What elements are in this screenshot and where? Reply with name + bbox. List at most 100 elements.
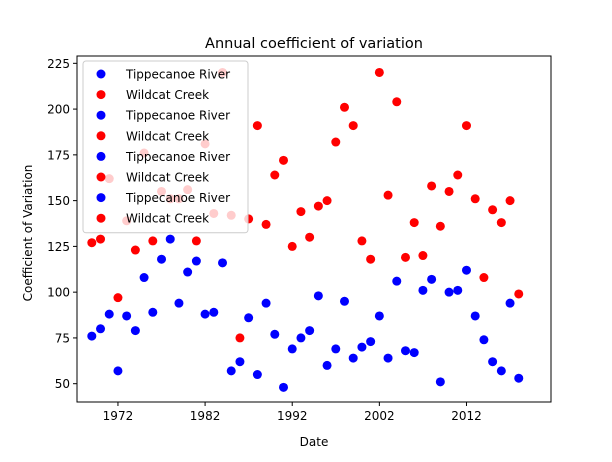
legend-marker xyxy=(96,151,106,161)
tippecanoe-river-point xyxy=(374,311,384,321)
wildcat-creek-point xyxy=(488,205,498,215)
tippecanoe-river-point xyxy=(104,309,114,319)
tippecanoe-river-point xyxy=(366,337,376,347)
y-tick-label: 75 xyxy=(55,331,70,345)
wildcat-creek-point xyxy=(470,194,480,204)
legend: Tippecanoe River Wildcat Creek Tippecanoe … xyxy=(82,60,249,234)
wildcat-creek-point xyxy=(113,293,123,303)
wildcat-creek-point xyxy=(252,121,262,131)
tippecanoe-river-point xyxy=(218,258,228,268)
wildcat-creek-point xyxy=(435,221,445,231)
wildcat-creek-point xyxy=(418,251,428,261)
tippecanoe-river-point xyxy=(226,366,236,376)
legend-marker xyxy=(96,172,106,182)
tippecanoe-river-point xyxy=(261,298,271,308)
wildcat-creek-point xyxy=(96,234,106,244)
tippecanoe-river-point xyxy=(209,307,219,317)
legend-box xyxy=(82,60,249,234)
wildcat-creek-point xyxy=(296,207,306,217)
tippecanoe-river-point xyxy=(130,326,140,336)
wildcat-creek-point xyxy=(130,245,140,255)
tippecanoe-river-point xyxy=(479,335,489,345)
tippecanoe-river-point xyxy=(279,382,289,392)
wildcat-creek-point xyxy=(392,97,402,107)
tippecanoe-river-point xyxy=(270,329,280,339)
legend-marker xyxy=(96,193,106,203)
tippecanoe-river-point xyxy=(96,324,106,334)
axis-ticks: 1972 1982 1992 2002 2012 50 75 100 125 150 175 200 2… xyxy=(47,57,482,423)
y-tick-label: 150 xyxy=(47,194,70,208)
wildcat-creek-point xyxy=(270,170,280,180)
legend-label: Tippecanoe River xyxy=(125,109,230,123)
wildcat-creek-point xyxy=(461,121,471,131)
y-axis-label: Coefficient of Variation xyxy=(21,165,35,302)
tippecanoe-river-point xyxy=(331,344,341,354)
tippecanoe-river-point xyxy=(122,311,132,321)
tippecanoe-river-point xyxy=(357,342,367,352)
tippecanoe-river-point xyxy=(348,353,358,363)
tippecanoe-river-point xyxy=(400,346,410,356)
tippecanoe-river-point xyxy=(296,333,306,343)
tippecanoe-river-point xyxy=(322,360,332,370)
y-tick-label: 50 xyxy=(55,377,70,391)
x-tick-label: 2012 xyxy=(451,409,482,423)
wildcat-creek-point xyxy=(453,170,463,180)
tippecanoe-river-point xyxy=(392,276,402,286)
legend-label: Wildcat Creek xyxy=(126,171,209,185)
tippecanoe-river-point xyxy=(461,265,471,275)
wildcat-creek-point xyxy=(400,252,410,262)
tippecanoe-river-point xyxy=(113,366,123,376)
wildcat-creek-point xyxy=(279,155,289,165)
wildcat-creek-point xyxy=(366,254,376,264)
legend-label: Wildcat Creek xyxy=(126,212,209,226)
tippecanoe-river-point xyxy=(313,291,323,301)
legend-label: Tippecanoe River xyxy=(125,150,230,164)
wildcat-creek-point xyxy=(235,333,245,343)
wildcat-creek-point xyxy=(148,236,158,246)
chart-title: Annual coefficient of variation xyxy=(205,36,423,52)
wildcat-creek-point xyxy=(331,137,341,147)
tippecanoe-river-point xyxy=(496,366,506,376)
wildcat-creek-point xyxy=(496,218,506,228)
x-axis-label: Date xyxy=(300,435,329,449)
y-tick-label: 175 xyxy=(47,148,70,162)
legend-marker xyxy=(96,90,106,100)
x-tick-label: 1992 xyxy=(277,409,308,423)
tippecanoe-river-point xyxy=(157,254,167,264)
legend-label: Tippecanoe River xyxy=(125,191,230,205)
tippecanoe-river-point xyxy=(339,296,349,306)
tippecanoe-river-point xyxy=(453,285,463,295)
wildcat-creek-point xyxy=(479,273,489,283)
tippecanoe-river-point xyxy=(148,307,158,317)
tippecanoe-river-point xyxy=(427,274,437,284)
wildcat-creek-point xyxy=(287,241,297,251)
tippecanoe-river-point xyxy=(444,287,454,297)
tippecanoe-river-point xyxy=(200,309,210,319)
tippecanoe-river-point xyxy=(488,357,498,367)
wildcat-creek-point xyxy=(339,102,349,112)
tippecanoe-river-point xyxy=(383,353,393,363)
legend-marker xyxy=(96,110,106,120)
y-tick-label: 225 xyxy=(47,57,70,71)
wildcat-creek-point xyxy=(87,238,97,248)
tippecanoe-river-point xyxy=(505,298,515,308)
y-tick-label: 100 xyxy=(47,286,70,300)
wildcat-creek-point xyxy=(305,232,315,242)
tippecanoe-river-point xyxy=(409,348,419,358)
tippecanoe-river-point xyxy=(514,373,524,383)
tippecanoe-river-point xyxy=(470,311,480,321)
x-tick-label: 1972 xyxy=(103,409,134,423)
tippecanoe-river-point xyxy=(287,344,297,354)
wildcat-creek-point xyxy=(514,289,524,299)
wildcat-creek-point xyxy=(374,67,384,77)
wildcat-creek-point xyxy=(409,218,419,228)
wildcat-creek-point xyxy=(505,196,515,206)
legend-label: Tippecanoe River xyxy=(125,68,230,82)
wildcat-creek-point xyxy=(444,186,454,196)
wildcat-creek-point xyxy=(348,121,358,131)
tippecanoe-river-point xyxy=(139,273,149,283)
y-tick-label: 125 xyxy=(47,240,70,254)
x-tick-label: 1982 xyxy=(190,409,221,423)
wildcat-creek-point xyxy=(357,236,367,246)
